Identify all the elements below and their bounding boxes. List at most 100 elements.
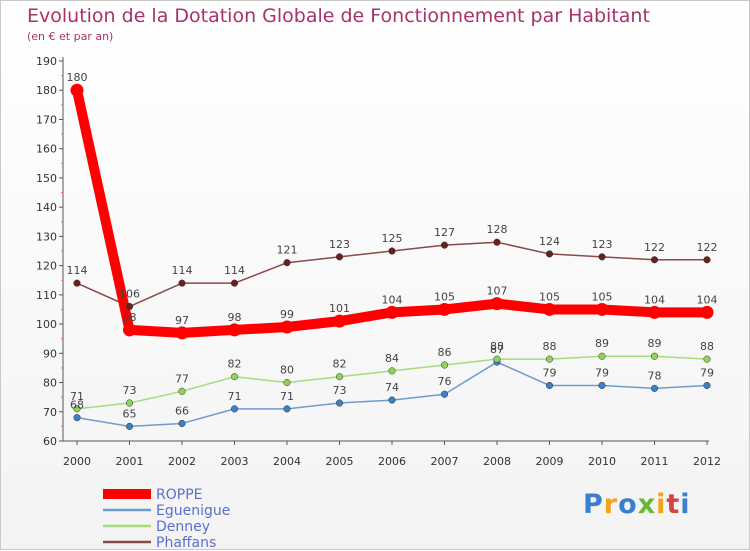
data-point-roppe [700,305,714,319]
series-points [70,83,714,430]
data-point-roppe [648,305,661,319]
y-tick-label: 160 [36,143,57,156]
data-point-phaffans [545,250,554,258]
data-point-denney [73,405,81,413]
data-point-roppe [228,323,241,337]
x-tick-label: 2010 [588,455,616,468]
data-label-eguenigue: 79 [595,366,609,379]
data-label-phaffans: 106 [119,288,140,301]
x-tick-label: 2008 [483,455,511,468]
data-label-eguenigue: 66 [175,404,189,417]
data-label-phaffans: 128 [487,223,508,236]
data-label-eguenigue: 87 [490,343,504,356]
data-point-roppe [490,297,504,311]
data-label-phaffans: 127 [434,226,455,239]
y-tick-label: 80 [43,377,57,390]
data-point-roppe [123,323,136,337]
data-label-eguenigue: 65 [123,407,137,420]
data-point-denney [703,355,711,363]
chart-title: Evolution de la Dotation Globale de Fonc… [27,5,650,27]
data-point-roppe [385,305,399,319]
data-label-eguenigue: 79 [543,366,557,379]
data-point-denney [283,378,291,387]
data-point-roppe [333,314,346,328]
data-label-roppe: 104 [697,293,718,306]
data-label-phaffans: 114 [172,264,193,277]
data-label-denney: 82 [333,358,347,371]
y-tick-label: 70 [43,406,57,419]
y-tick-label: 60 [43,435,57,448]
data-point-roppe [175,326,189,340]
data-label-roppe: 99 [280,308,294,321]
data-point-phaffans [493,238,501,246]
x-tick-label: 2009 [536,455,564,468]
proxiti-logo-letter: t [666,489,681,520]
data-point-eguenigue [125,422,134,430]
data-point-eguenigue [388,396,396,404]
data-label-denney: 88 [700,340,714,353]
data-point-eguenigue [283,405,291,413]
data-point-phaffans [598,253,606,261]
data-label-denney: 80 [280,364,294,377]
x-tick-label: 2007 [431,455,459,468]
data-point-phaffans [388,247,396,255]
data-labels: 68 65 66 71 71 73 74 76 87 79 79 78 79 71 73 77 82 80 82 84… [67,71,718,420]
data-point-eguenigue [335,399,344,407]
data-label-roppe: 101 [329,302,350,315]
data-point-phaffans [703,256,711,264]
y-tick-label: 120 [36,260,57,273]
data-label-roppe: 105 [434,290,455,303]
data-point-denney [545,355,554,363]
data-label-roppe: 98 [123,311,137,324]
y-tick-label: 130 [36,230,57,243]
proxiti-logo-letter: P [583,489,604,520]
data-label-denney: 89 [648,337,662,350]
data-point-roppe [280,320,294,334]
data-point-denney [440,361,449,369]
data-point-phaffans [73,279,81,287]
data-label-denney: 88 [543,340,557,353]
data-label-phaffans: 114 [224,264,245,277]
x-tick-label: 2011 [641,455,669,468]
data-label-roppe: 180 [67,71,88,84]
data-label-eguenigue: 78 [648,369,662,382]
data-label-phaffans: 122 [644,241,665,254]
x-tick-label: 2004 [273,455,301,468]
x-tick-label: 2003 [221,455,249,468]
data-point-roppe [595,302,609,316]
data-label-phaffans: 114 [67,264,88,277]
y-tick-label: 110 [36,289,57,302]
data-point-eguenigue [650,384,659,392]
data-label-phaffans: 123 [329,238,350,251]
data-label-roppe: 105 [592,290,613,303]
data-label-phaffans: 123 [592,238,613,251]
data-point-phaffans [650,256,659,264]
y-tick-label: 100 [36,318,57,331]
x-tick-label: 2002 [168,455,196,468]
data-point-denney [335,373,344,381]
data-label-phaffans: 121 [277,244,298,257]
x-tick-label: 2006 [378,455,406,468]
data-point-eguenigue [440,390,449,398]
y-tick-label: 180 [36,84,57,97]
y-tick-label: 150 [36,172,57,185]
data-point-roppe [70,83,84,97]
data-point-denney [230,373,239,381]
data-label-phaffans: 124 [539,235,560,248]
data-point-denney [598,352,606,360]
y-tick-label: 90 [43,347,57,360]
data-point-denney [388,367,396,375]
data-point-eguenigue [73,414,81,422]
axes: 60 70 80 90 100 110 120 130 140 150 160 170 180 190 20… [36,55,721,468]
data-label-denney: 71 [70,390,84,403]
proxiti-logo: Proxiti [583,489,691,520]
proxiti-logo-letter: x [637,489,657,520]
data-label-denney: 86 [438,346,452,359]
x-tick-label: 2000 [63,455,91,468]
data-label-denney: 82 [228,358,242,371]
data-point-denney [178,387,186,395]
proxiti-logo-letter: i [656,489,667,520]
data-label-denney: 84 [385,352,399,365]
